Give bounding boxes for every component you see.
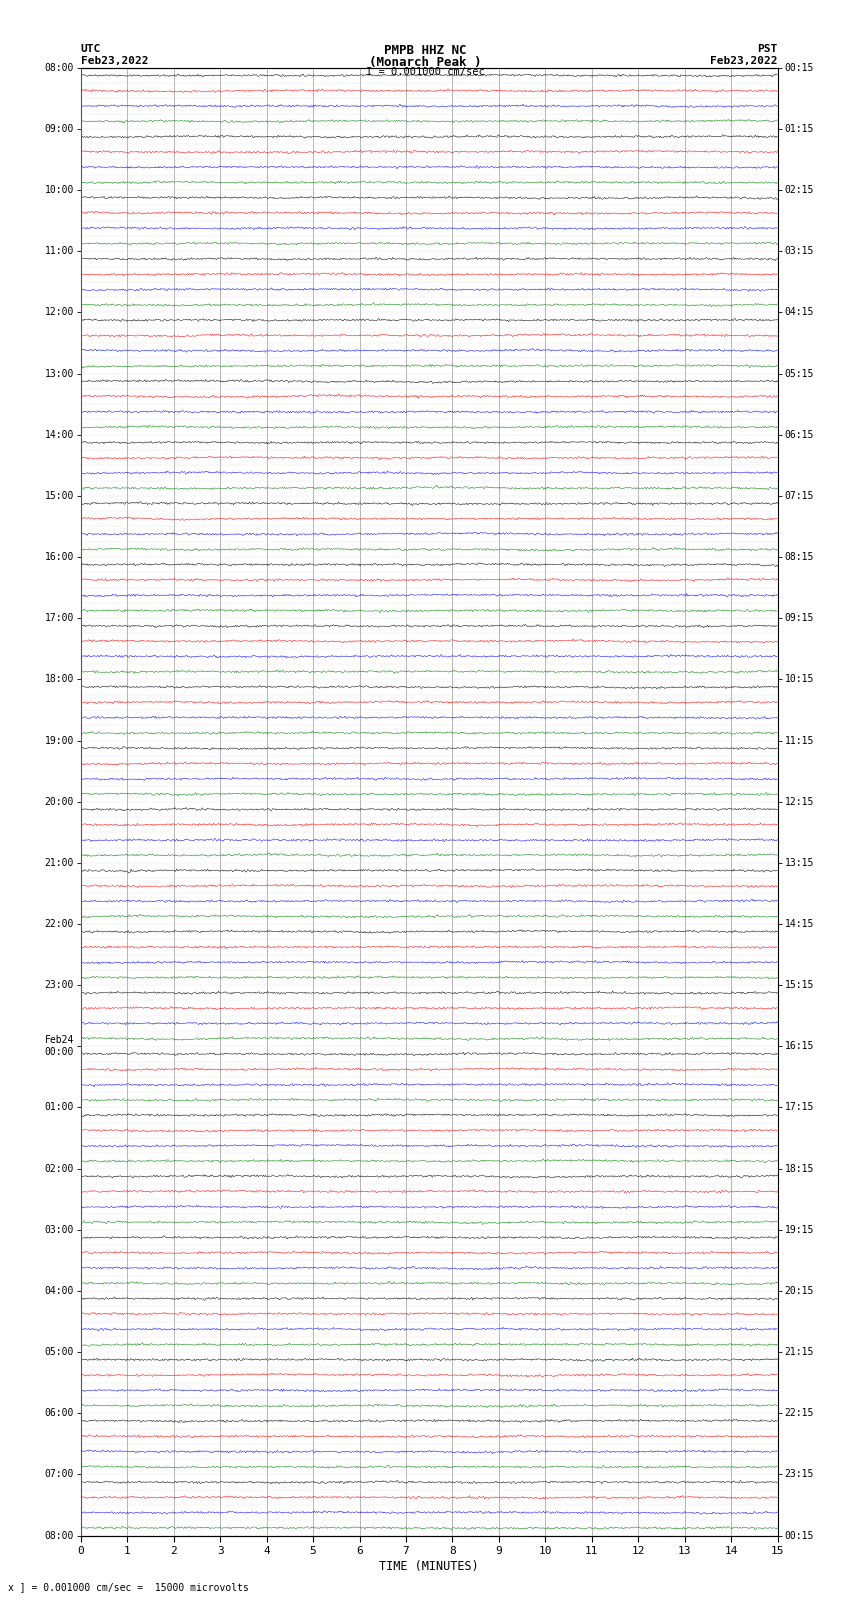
Text: x ] = 0.001000 cm/sec =  15000 microvolts: x ] = 0.001000 cm/sec = 15000 microvolts — [8, 1582, 249, 1592]
Text: PST: PST — [757, 44, 778, 55]
Text: UTC: UTC — [81, 44, 101, 55]
Text: PMPB HHZ NC: PMPB HHZ NC — [383, 44, 467, 58]
Text: (Monarch Peak ): (Monarch Peak ) — [369, 56, 481, 69]
Text: Feb23,2022: Feb23,2022 — [81, 56, 148, 66]
Text: I = 0.001000 cm/sec: I = 0.001000 cm/sec — [366, 66, 484, 77]
X-axis label: TIME (MINUTES): TIME (MINUTES) — [379, 1560, 479, 1573]
Text: Feb23,2022: Feb23,2022 — [711, 56, 778, 66]
